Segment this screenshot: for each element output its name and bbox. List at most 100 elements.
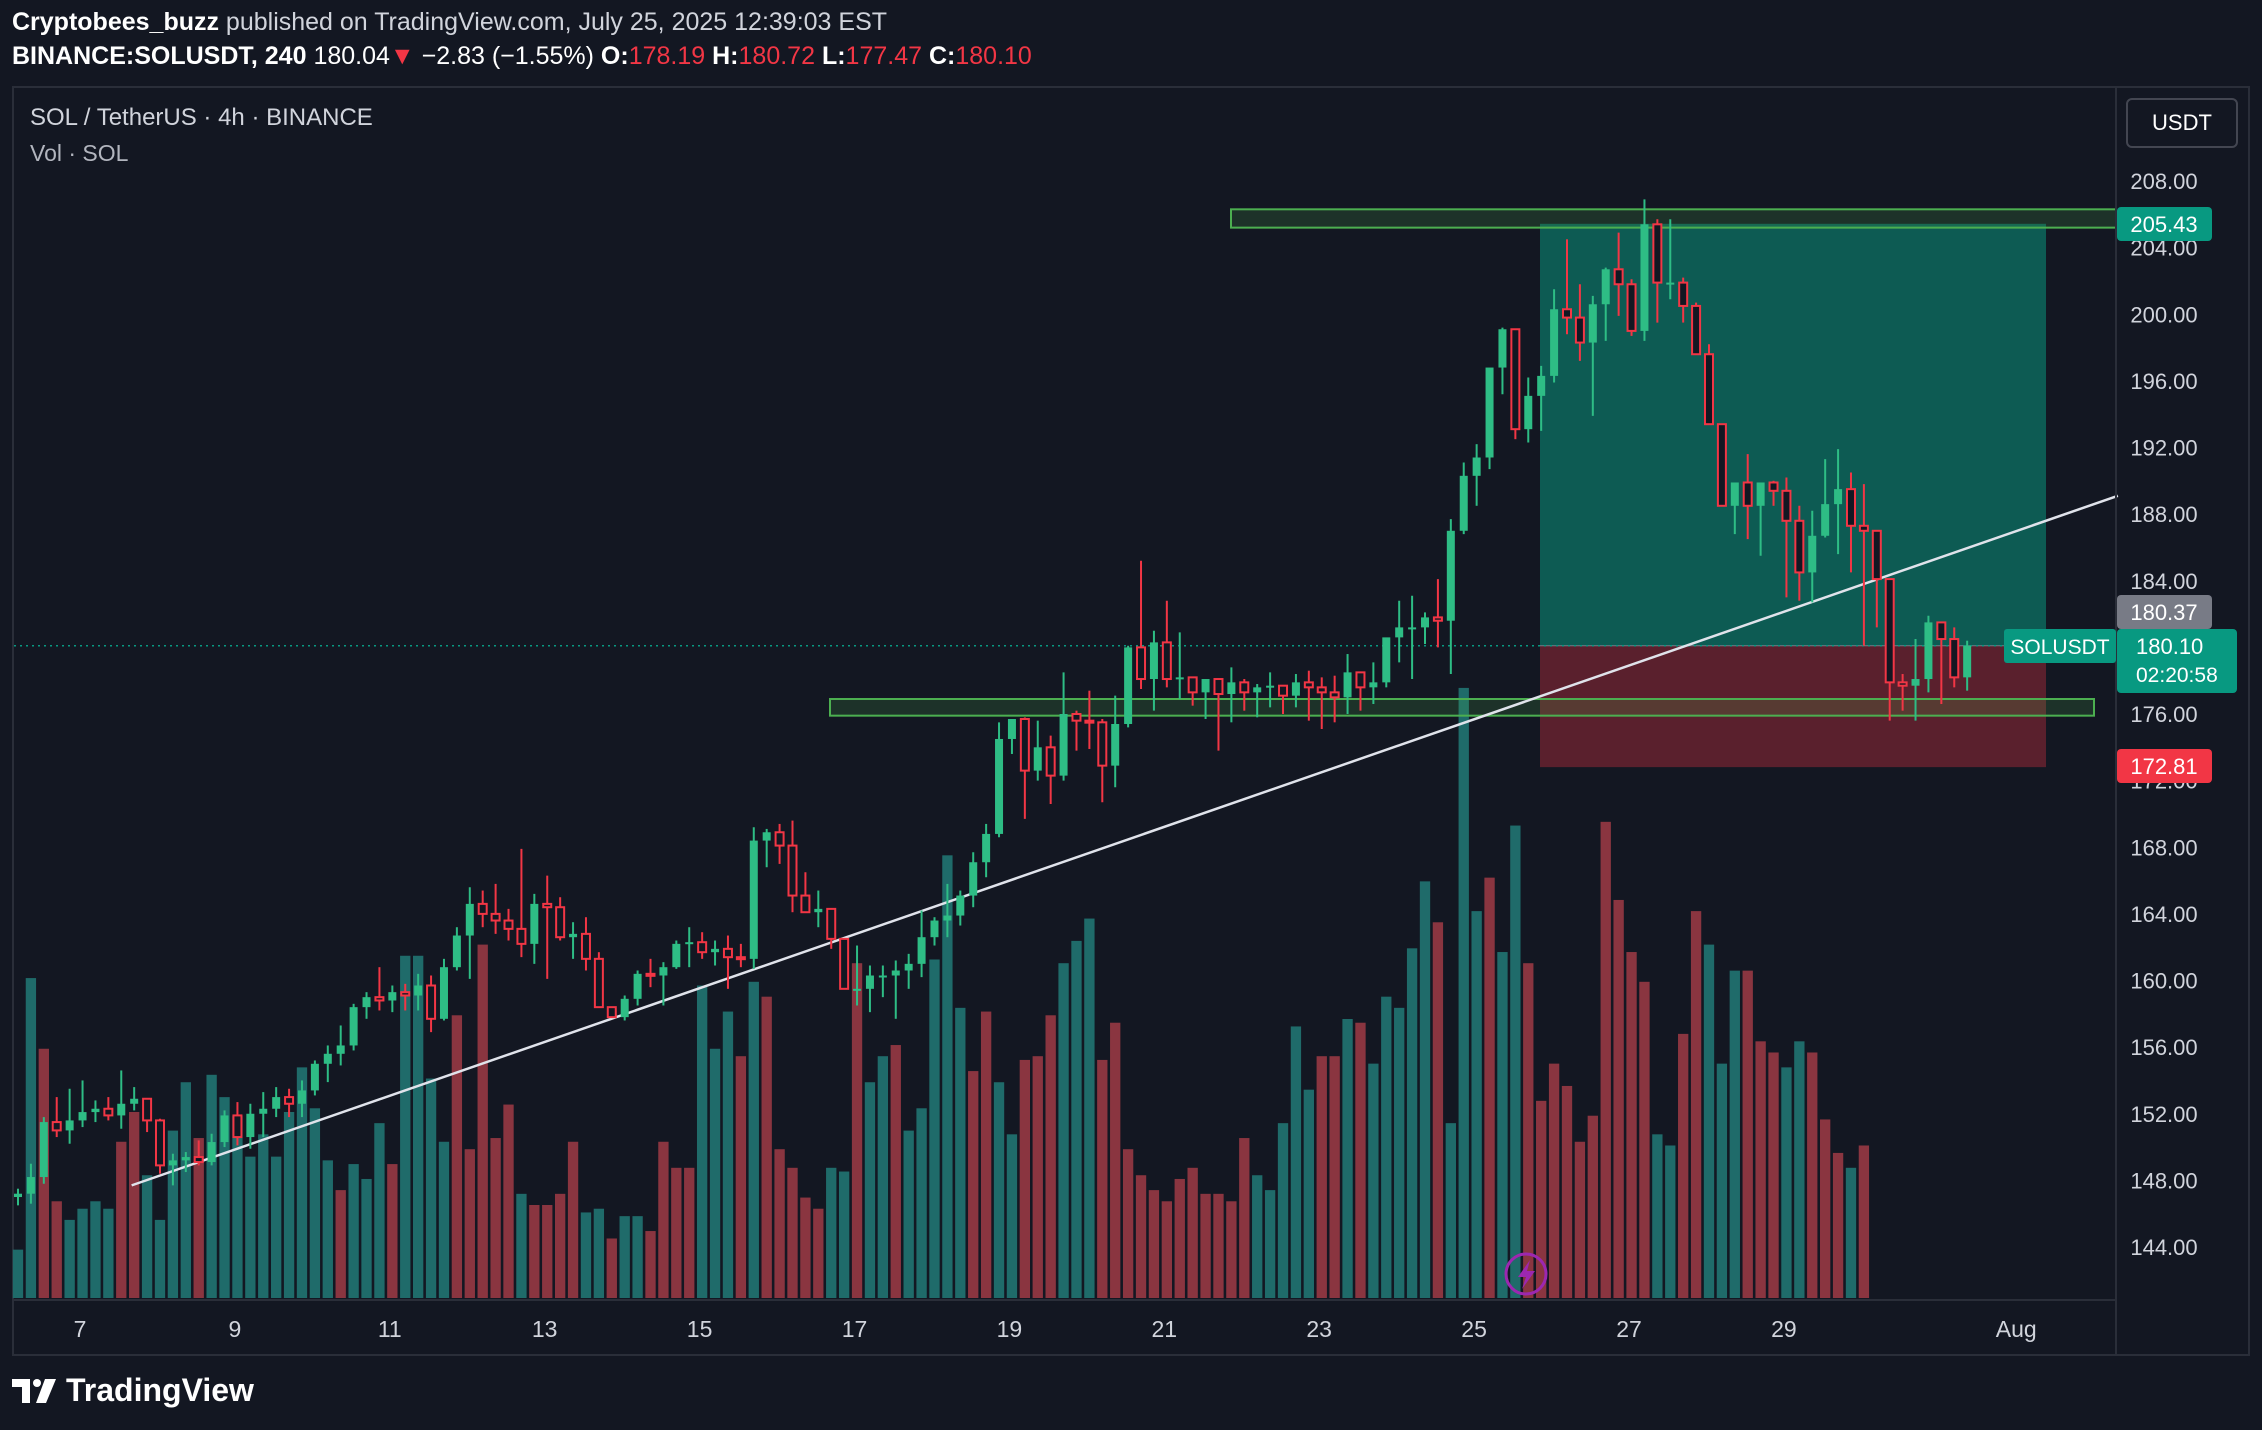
volume-bar [567, 1141, 579, 1298]
candle-body [1963, 645, 1972, 678]
volume-bar [464, 1149, 475, 1298]
volume-bar [619, 1216, 630, 1298]
price-scale[interactable]: 208.00204.00200.00196.00192.00188.00184.… [2115, 88, 2198, 1354]
candle-body [1716, 423, 1727, 507]
currency-button[interactable]: USDT [2126, 98, 2238, 148]
candle-body [1175, 677, 1184, 680]
volume-bar [606, 1238, 617, 1298]
volume-bar [387, 1164, 398, 1298]
candle-body [323, 1053, 332, 1064]
volume-bar [1858, 1145, 1870, 1298]
candle-body [1924, 622, 1933, 680]
volume-bar [1703, 944, 1715, 1298]
candle-body [51, 1121, 62, 1132]
candle-body [865, 975, 874, 989]
volume-bar [167, 1130, 179, 1298]
time-tick-label: 7 [74, 1316, 87, 1342]
trendline-line [131, 494, 2119, 1187]
candle-body [943, 915, 952, 921]
volume-bar [64, 1219, 75, 1298]
last-price: 180.04 [313, 42, 390, 70]
volume-legend[interactable]: Vol · SOL [30, 140, 129, 166]
candle-body [1613, 268, 1624, 286]
volume-bar [1690, 911, 1702, 1298]
volume-bar [1471, 911, 1482, 1298]
time-tick-label: 15 [687, 1316, 713, 1342]
candle-body [956, 895, 965, 916]
volume-bar [1820, 1119, 1831, 1298]
candle-body [1161, 641, 1172, 681]
candle-body [787, 844, 798, 897]
candle-body [1550, 309, 1559, 376]
pane-title[interactable]: SOL / TetherUS · 4h · BINANCE [30, 104, 373, 131]
candle-body [1911, 679, 1920, 686]
candle-body [154, 1119, 165, 1167]
candle-body [193, 1156, 204, 1164]
candle-body [569, 933, 578, 938]
author-name[interactable]: Cryptobees_buzz [12, 8, 219, 36]
candle-body [1045, 746, 1056, 777]
volume-bar [335, 1190, 346, 1298]
close-value: 180.10 [955, 42, 1032, 70]
time-tick-label: 29 [1771, 1316, 1797, 1342]
volume-bar [787, 1167, 798, 1298]
position-tool[interactable] [14, 223, 2116, 768]
volume-bar [503, 1104, 514, 1298]
candle-body [1768, 481, 1779, 492]
candle-body [762, 832, 771, 841]
candle-body [995, 738, 1004, 834]
trendline[interactable] [131, 494, 2119, 1187]
volume-bar [942, 855, 953, 1298]
time-scale[interactable]: 7 9 11 13 15 17 19 21 23 25 27 29 Aug [14, 1299, 2116, 1342]
candle-body [452, 935, 461, 968]
volume-bar [1665, 1145, 1676, 1298]
volume-bar [722, 1011, 734, 1298]
price-tick-label: 184.00 [2130, 569, 2197, 594]
volume-bar [1768, 1052, 1779, 1298]
volume-bar [1174, 1178, 1185, 1298]
volume-bar [116, 1141, 127, 1298]
volume-bar [245, 1156, 256, 1298]
volume-bar [425, 1078, 437, 1298]
volume-bar [154, 1219, 166, 1298]
price-tick-label: 188.00 [2130, 502, 2197, 527]
candle-body [1845, 488, 1856, 527]
volume-bar [193, 1138, 204, 1298]
volume-bar [1187, 1167, 1198, 1298]
volume-bar [1419, 881, 1431, 1298]
volume-bar [774, 1149, 785, 1298]
volume-bar [1729, 970, 1740, 1298]
volume-bar [826, 1167, 837, 1298]
volume-bar [180, 1082, 191, 1298]
volume-bar [400, 955, 411, 1298]
candle-body [814, 908, 823, 913]
candle-body [1588, 304, 1597, 343]
countdown-badge: 02:20:58 [2136, 664, 2218, 687]
zones[interactable] [829, 208, 2117, 717]
footer-logo[interactable]: TradingView [12, 1372, 254, 1409]
volume-bar [1781, 1067, 1792, 1298]
candle-body [78, 1112, 87, 1121]
candle-body [685, 942, 694, 945]
volume-bar [684, 1167, 695, 1298]
candle-body [39, 1122, 48, 1178]
volume-bar [1755, 1041, 1766, 1298]
price-tick-label: 148.00 [2130, 1168, 2197, 1193]
volume-bar [1110, 1022, 1121, 1298]
candle-body [1742, 481, 1753, 507]
volume-bar [1226, 1201, 1237, 1298]
price-change: −2.83 (−1.55%) [421, 42, 594, 70]
volume-bar [12, 1249, 24, 1298]
candle-body [246, 1113, 255, 1138]
candle-body [645, 972, 656, 977]
lightning-icon[interactable] [1504, 1252, 1548, 1296]
volume-bar [1742, 970, 1753, 1298]
candle-body [749, 840, 758, 959]
time-tick-label: Aug [1996, 1316, 2037, 1342]
candle-body [117, 1103, 126, 1116]
candle-body [426, 984, 437, 1020]
volume-bar [1084, 918, 1095, 1298]
candle-body [1136, 646, 1147, 681]
price-tick-label: 192.00 [2130, 436, 2197, 461]
